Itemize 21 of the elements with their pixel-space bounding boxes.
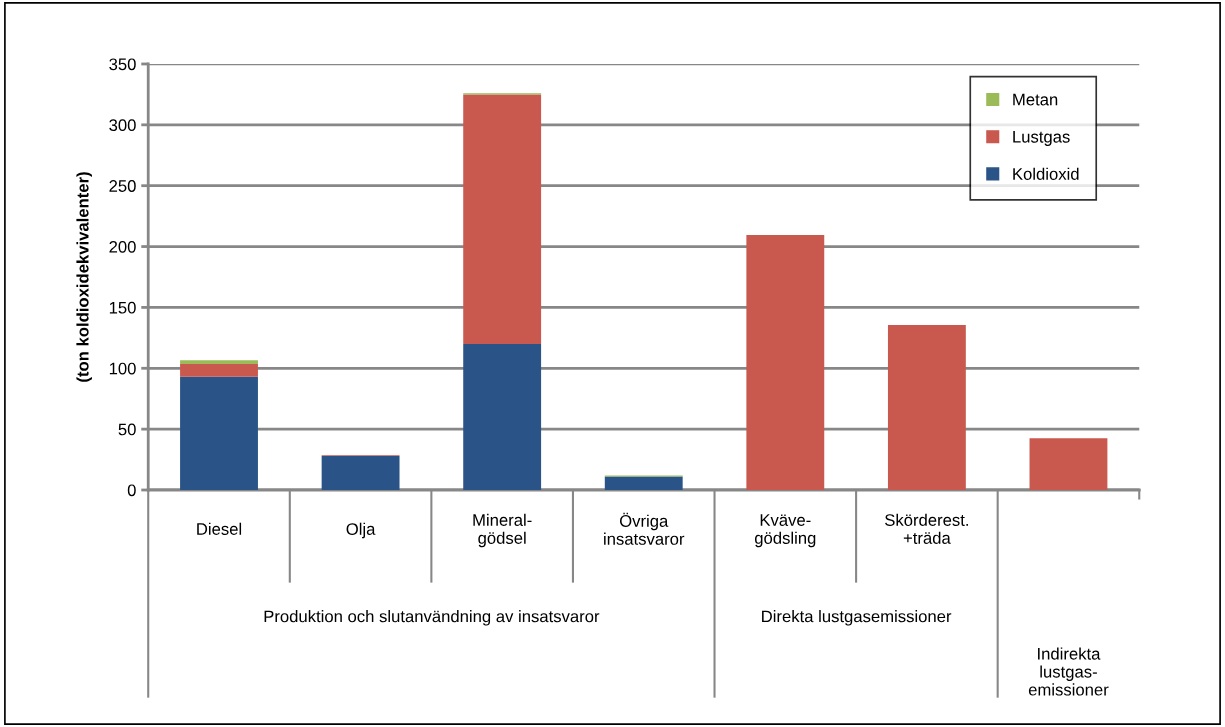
x-tick-label: Diesel — [197, 522, 242, 535]
x-tick-label: Kväve- gödsling — [754, 514, 816, 548]
text: Produktion och slutanvändning av insatsvaror — [264, 610, 600, 626]
text: Direkta lustgasemissioner — [762, 610, 952, 626]
y-tick-label: 350 — [109, 58, 136, 71]
text: Indirekta lustgas- emissioner — [1028, 647, 1109, 696]
y-tick-label: 250 — [109, 180, 136, 192]
x-tick-label: Övriga insatsvaror — [604, 512, 685, 545]
y-axis-title: (ton koldioxidekvivalenter) — [76, 172, 92, 382]
legend-label: Lustgas — [1013, 131, 1070, 146]
legend-label: Metan — [1013, 93, 1058, 106]
y-tick-label: 150 — [109, 301, 136, 314]
x-tick-label: Skörderest. +träda — [885, 513, 968, 544]
legend-label: Koldioxid — [1013, 167, 1079, 180]
y-tick-label: 200 — [109, 240, 136, 253]
y-tick-label: 100 — [109, 362, 136, 375]
y-tick-label: 50 — [118, 423, 136, 436]
y-tick-label: 0 — [127, 484, 136, 497]
x-tick-label: Mineral- gödsel — [473, 513, 532, 548]
x-tick-label: Olja — [346, 522, 376, 539]
y-tick-label: 300 — [109, 119, 136, 132]
